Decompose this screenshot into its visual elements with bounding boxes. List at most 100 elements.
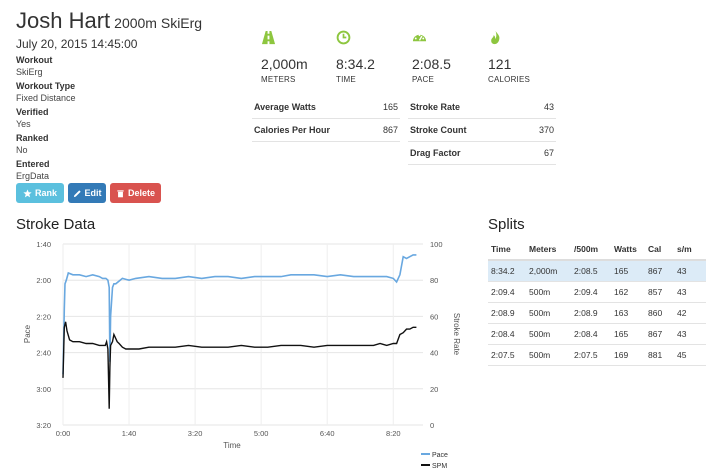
stat-caption: CALORIES	[488, 75, 531, 84]
stat-caption: PACE	[412, 75, 434, 84]
col-spm-header: s/m	[677, 244, 692, 254]
stat-calories: 121 CALORIES	[488, 30, 530, 84]
metric-value: 67	[543, 148, 554, 158]
metric-row-stroke-count: Stroke Count 370	[408, 119, 556, 142]
spm-series-line	[62, 321, 417, 409]
cell-watts: 163	[614, 308, 629, 318]
athlete-name-text: Josh Hart	[16, 8, 111, 33]
stat-value: 8:34.2	[336, 56, 375, 72]
time-axis-ticks: 0:00 1:40 3:20 5:00 6:40 8:20	[56, 429, 401, 438]
field-value: Fixed Distance	[16, 93, 76, 103]
stroke-data-chart: 1:40 2:00 2:20 2:40 3:00 3:20 100 80 60 40 20 0 0:…	[23, 240, 461, 470]
cell-spm: 45	[677, 350, 687, 360]
table-row[interactable]: 8:34.2 2,000m 2:08.5 165 867 43	[488, 261, 706, 282]
workout-date: July 20, 2015 14:45:00	[16, 37, 138, 51]
cell-meters: 500m	[529, 350, 551, 360]
metric-label: Average Watts	[254, 102, 316, 112]
col-meters-header: Meters	[529, 244, 557, 254]
metric-label: Stroke Count	[410, 125, 467, 135]
cell-meters: 500m	[529, 308, 551, 318]
cell-watts: 165	[614, 329, 629, 339]
field-ranked: Ranked No	[16, 133, 49, 155]
rank-label: Rank	[34, 188, 57, 198]
metric-label: Drag Factor	[410, 148, 461, 158]
col-watts-header: Watts	[614, 244, 637, 254]
field-entered: Entered ErgData	[16, 159, 50, 181]
cell-cal: 881	[648, 350, 663, 360]
pace-tick-label: 2:20	[36, 312, 51, 321]
table-row[interactable]: 2:09.4 500m 2:09.4 162 857 43	[488, 282, 706, 303]
athlete-name: Josh Hart 2000m SkiErg	[16, 8, 202, 34]
cell-cal: 860	[648, 308, 663, 318]
field-workout-type: Workout Type Fixed Distance	[16, 81, 76, 103]
stat-caption: METERS	[261, 75, 296, 84]
stat-value: 2:08.5	[412, 56, 451, 72]
cell-spm: 43	[677, 287, 687, 297]
stroke-rate-tick-label: 60	[430, 312, 438, 321]
metric-label: Stroke Rate	[410, 102, 461, 112]
y2-axis-label: Stroke Rate	[452, 313, 461, 356]
metric-row-stroke-rate: Stroke Rate 43	[408, 96, 556, 119]
field-label: Entered	[16, 159, 50, 169]
stroke-rate-tick-label: 80	[430, 276, 438, 285]
pace-axis-ticks: 1:40 2:00 2:20 2:40 3:00 3:20	[36, 240, 51, 430]
metric-row-drag-factor: Drag Factor 67	[408, 142, 556, 165]
delete-button[interactable]: Delete	[110, 183, 161, 203]
stroke-rate-tick-label: 100	[430, 240, 443, 249]
cell-time: 2:08.9	[491, 308, 515, 318]
cell-watts: 165	[614, 266, 629, 276]
field-label: Verified	[16, 107, 49, 117]
y-axis-label: Pace	[23, 324, 32, 343]
trash-icon	[117, 189, 124, 197]
delete-label: Delete	[127, 188, 155, 198]
stroke-rate-tick-label: 40	[430, 349, 438, 358]
metric-row-calories-per-hour: Calories Per Hour 867	[252, 119, 400, 142]
pace-series-line	[62, 254, 417, 375]
road-icon	[261, 30, 276, 45]
metric-value: 867	[382, 125, 398, 135]
cell-watts: 169	[614, 350, 629, 360]
field-label: Ranked	[16, 133, 49, 143]
edit-button[interactable]: Edit	[68, 183, 106, 203]
field-value: ErgData	[16, 171, 50, 181]
stat-caption: TIME	[336, 75, 356, 84]
metric-value: 43	[543, 102, 554, 112]
time-tick-label: 3:20	[188, 429, 203, 438]
rank-button[interactable]: Rank	[16, 183, 64, 203]
cell-pace: 2:08.4	[574, 329, 598, 339]
table-row[interactable]: 2:08.9 500m 2:08.9 163 860 42	[488, 303, 706, 324]
stroke-rate-tick-label: 0	[430, 421, 434, 430]
col-cal-header: Cal	[648, 244, 662, 254]
clock-icon	[336, 30, 351, 45]
splits-table: Time Meters /500m Watts Cal s/m 8:34.2 2,…	[488, 239, 706, 366]
table-row[interactable]: 2:08.4 500m 2:08.4 165 867 43	[488, 324, 706, 345]
splits-header-row: Time Meters /500m Watts Cal s/m	[488, 239, 706, 261]
time-tick-label: 5:00	[254, 429, 269, 438]
stat-value: 121	[488, 56, 512, 72]
field-label: Workout	[16, 55, 53, 65]
chart-grid	[62, 243, 423, 426]
chart-legend: Pace SPM	[421, 452, 448, 470]
flame-icon	[491, 30, 500, 45]
field-workout: Workout SkiErg	[16, 55, 52, 77]
cell-meters: 500m	[529, 287, 551, 297]
workout-subtitle: 2000m SkiErg	[114, 15, 203, 31]
stroke-data-title: Stroke Data	[16, 216, 96, 233]
legend-label-spm: SPM	[432, 463, 447, 470]
stroke-rate-axis-ticks: 100 80 60 40 20 0	[430, 240, 443, 430]
pencil-icon	[73, 189, 81, 197]
time-tick-label: 1:40	[122, 429, 137, 438]
cell-time: 2:08.4	[491, 329, 515, 339]
cell-spm: 43	[677, 329, 687, 339]
star-icon	[23, 188, 32, 197]
col-pace-header: /500m	[574, 244, 599, 254]
splits-title: Splits	[488, 216, 525, 233]
col-time-header: Time	[491, 244, 511, 254]
stat-pace: 2:08.5 PACE	[412, 30, 451, 84]
field-value: Yes	[16, 119, 31, 129]
cell-pace: 2:08.5	[574, 266, 598, 276]
metrics-right-table: Stroke Rate 43 Stroke Count 370 Drag Facto…	[408, 96, 556, 165]
pace-tick-label: 3:00	[36, 385, 51, 394]
edit-label: Edit	[84, 188, 102, 198]
table-row[interactable]: 2:07.5 500m 2:07.5 169 881 45	[488, 345, 706, 366]
